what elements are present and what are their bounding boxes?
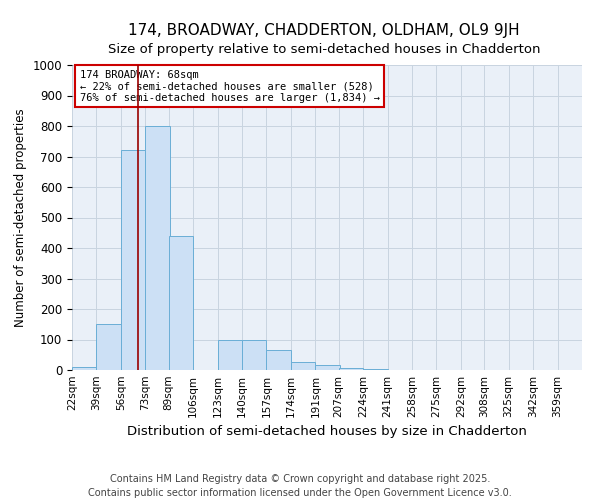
Bar <box>338 368 363 370</box>
Bar <box>121 150 145 370</box>
Y-axis label: Number of semi-detached properties: Number of semi-detached properties <box>14 108 27 327</box>
Bar <box>266 350 291 370</box>
Bar <box>169 236 193 370</box>
Bar <box>145 126 170 370</box>
Text: Contains HM Land Registry data © Crown copyright and database right 2025.
Contai: Contains HM Land Registry data © Crown c… <box>88 474 512 498</box>
Text: 174 BROADWAY: 68sqm
← 22% of semi-detached houses are smaller (528)
76% of semi-: 174 BROADWAY: 68sqm ← 22% of semi-detach… <box>80 70 380 103</box>
X-axis label: Distribution of semi-detached houses by size in Chadderton: Distribution of semi-detached houses by … <box>127 426 527 438</box>
Bar <box>291 362 316 370</box>
Bar <box>242 340 266 370</box>
Bar <box>218 340 242 370</box>
Text: Size of property relative to semi-detached houses in Chadderton: Size of property relative to semi-detach… <box>108 42 540 56</box>
Bar <box>72 367 97 370</box>
Bar <box>316 366 340 370</box>
Text: 174, BROADWAY, CHADDERTON, OLDHAM, OL9 9JH: 174, BROADWAY, CHADDERTON, OLDHAM, OL9 9… <box>128 22 520 38</box>
Bar <box>97 324 121 370</box>
